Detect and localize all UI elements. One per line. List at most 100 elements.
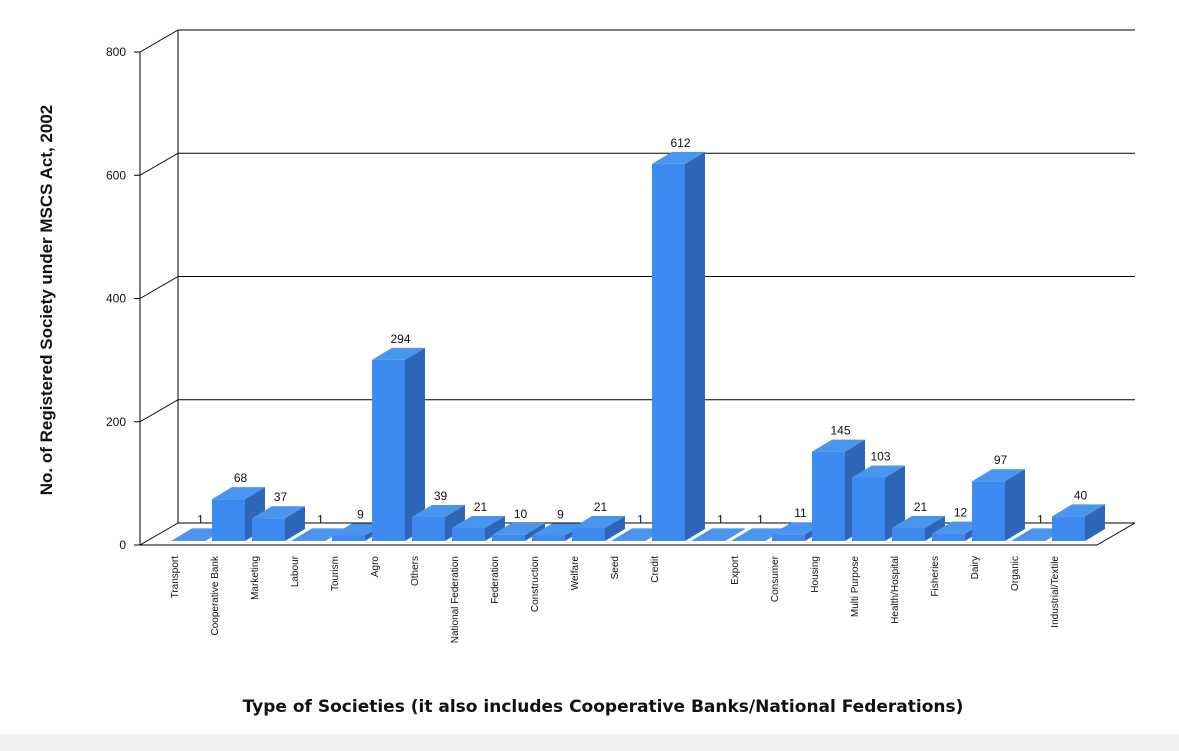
value-label: 68 — [234, 471, 248, 485]
value-label: 97 — [994, 453, 1008, 467]
bar-top — [452, 516, 505, 529]
bar-front — [212, 499, 245, 541]
value-label: 21 — [474, 500, 488, 514]
bar-front — [452, 528, 485, 541]
bar — [652, 151, 705, 542]
bar-top — [172, 528, 225, 541]
bar-front — [852, 477, 885, 541]
bar-front — [772, 534, 805, 541]
x-tick-label: Credit — [650, 556, 661, 583]
value-label: 9 — [557, 507, 564, 521]
x-tick-label: Health/Hospital — [890, 556, 901, 624]
bar-top — [932, 521, 985, 534]
bar — [1052, 504, 1105, 541]
bar-top — [692, 528, 745, 541]
bar — [852, 465, 905, 541]
value-label: 11 — [794, 506, 807, 520]
value-label: 1 — [1037, 512, 1044, 526]
bar-front — [892, 528, 925, 541]
bar-front — [1052, 516, 1085, 541]
x-tick-label: National Federation — [450, 556, 461, 643]
bar-front — [492, 534, 525, 541]
bar-front — [812, 451, 845, 541]
bar-front — [652, 163, 685, 542]
value-label: 21 — [594, 500, 608, 514]
x-tick-label: Marketing — [250, 556, 261, 600]
bar-top — [252, 506, 305, 519]
grid-line — [139, 399, 179, 423]
bar-side — [685, 151, 705, 542]
value-label: 103 — [870, 450, 890, 464]
x-tick-label: Others — [410, 556, 421, 586]
bar-side — [525, 522, 545, 541]
bar-side — [885, 465, 905, 541]
bar-top — [772, 522, 825, 535]
bar-top — [612, 528, 665, 541]
bar-front — [612, 540, 645, 541]
value-label: 294 — [390, 332, 410, 346]
bar-side — [285, 506, 305, 541]
bar-side — [1005, 469, 1025, 541]
bar — [572, 516, 625, 541]
bar-top — [1012, 528, 1065, 541]
x-tick-label: Cooperative Bank — [210, 555, 221, 635]
x-tick-label: Industrial/Textile — [1050, 556, 1061, 628]
bar-front — [532, 535, 565, 541]
bar-front — [732, 540, 765, 541]
x-tick-label: Multi Purpose — [850, 556, 861, 618]
bar-top — [332, 523, 385, 536]
bar-top — [212, 487, 265, 500]
value-label: 9 — [357, 507, 364, 521]
value-label: 21 — [914, 500, 928, 514]
bar-top — [1052, 504, 1105, 517]
y-axis-label: No. of Registered Society under MSCS Act… — [37, 105, 56, 495]
bar-top — [492, 522, 545, 535]
bar-top — [292, 528, 345, 541]
bar-front — [332, 535, 365, 541]
bar-top — [812, 439, 865, 452]
x-tick-label: Agro — [370, 556, 381, 578]
y-tick-label: 200 — [106, 415, 126, 429]
bar — [492, 522, 545, 541]
value-label: 145 — [830, 424, 850, 438]
bar — [692, 528, 745, 541]
value-label: 12 — [954, 506, 968, 520]
x-tick-label: Fisheries — [930, 556, 941, 597]
value-label: 1 — [197, 512, 204, 526]
bar — [892, 516, 945, 541]
bar-top — [372, 347, 425, 360]
bar-top — [652, 151, 705, 164]
bar-top — [532, 523, 585, 536]
bar — [372, 347, 425, 541]
value-label: 10 — [514, 507, 528, 521]
bar-top — [572, 516, 625, 529]
value-label: 37 — [274, 490, 288, 504]
bar-top — [852, 465, 905, 478]
bar-front — [252, 518, 285, 541]
bar-front — [292, 540, 325, 541]
value-label: 1 — [637, 512, 644, 526]
grid-line — [139, 152, 179, 176]
grid-line — [139, 276, 179, 299]
bar-side — [485, 516, 505, 541]
bar — [212, 487, 265, 541]
value-label: 1 — [717, 512, 724, 526]
bar-front — [412, 516, 445, 541]
y-tick-label: 400 — [106, 292, 126, 306]
bar-front — [932, 533, 965, 541]
y-tick-label: 600 — [106, 168, 126, 182]
value-label: 612 — [670, 136, 690, 150]
x-tick-label: Consumer — [770, 555, 781, 602]
axis-line — [1096, 522, 1136, 546]
bar-front — [1012, 540, 1045, 541]
x-axis-label: Type of Societies (it also includes Coop… — [243, 697, 964, 717]
x-tick-label: Export — [730, 556, 741, 585]
bar-side — [725, 528, 745, 541]
bar-front — [372, 359, 405, 541]
bar-top — [972, 469, 1025, 482]
grid-line — [139, 29, 179, 53]
footer-strip — [0, 734, 1179, 751]
bar — [452, 516, 505, 541]
